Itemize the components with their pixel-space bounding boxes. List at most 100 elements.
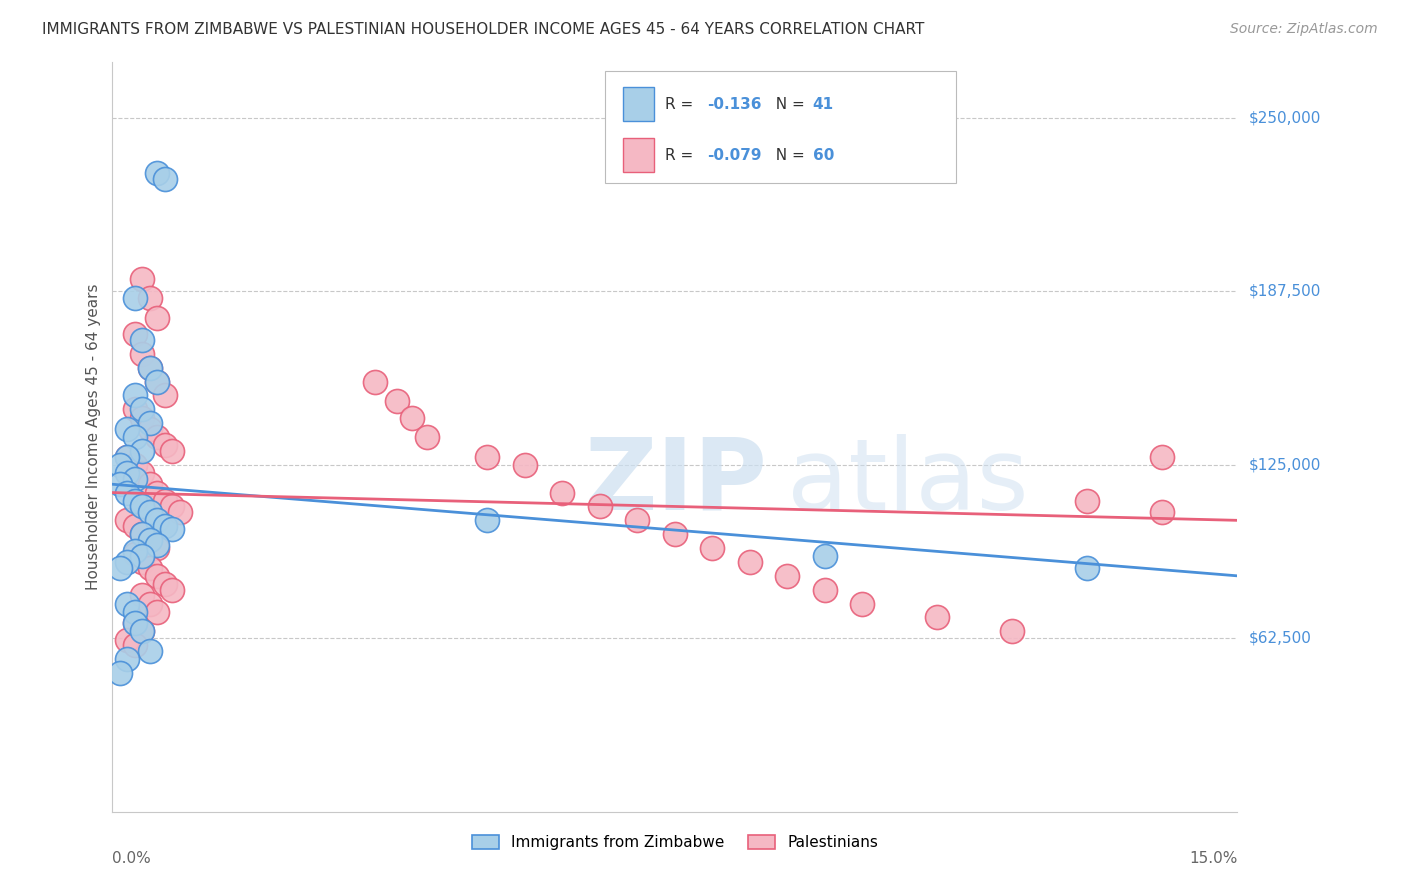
Point <box>146 375 169 389</box>
Text: -0.079: -0.079 <box>707 148 762 163</box>
Point <box>738 555 761 569</box>
Point <box>117 652 139 666</box>
Text: $62,500: $62,500 <box>1249 631 1312 646</box>
Point <box>139 416 162 430</box>
Point <box>131 410 153 425</box>
Point <box>124 605 146 619</box>
Point <box>1152 450 1174 464</box>
Point <box>131 527 153 541</box>
Point <box>162 522 184 536</box>
Point <box>851 597 873 611</box>
Point <box>626 513 648 527</box>
Point <box>117 450 139 464</box>
Point <box>117 632 139 647</box>
Point <box>131 333 153 347</box>
Point <box>108 665 131 680</box>
Point <box>416 430 439 444</box>
Point <box>131 402 153 417</box>
Text: 15.0%: 15.0% <box>1189 851 1237 865</box>
Point <box>814 582 837 597</box>
Point <box>589 500 612 514</box>
Point <box>124 494 146 508</box>
Point <box>776 569 799 583</box>
Point <box>131 500 153 514</box>
Point <box>153 494 176 508</box>
Text: $125,000: $125,000 <box>1249 458 1320 473</box>
Point <box>131 444 153 458</box>
Text: Source: ZipAtlas.com: Source: ZipAtlas.com <box>1230 22 1378 37</box>
Point <box>364 375 387 389</box>
Point <box>146 513 169 527</box>
Point <box>124 327 146 342</box>
Point <box>927 610 949 624</box>
Text: R =: R = <box>665 97 699 112</box>
Point <box>124 472 146 486</box>
Point <box>124 547 146 561</box>
Point <box>131 549 153 564</box>
Point <box>153 438 176 452</box>
Point <box>146 430 169 444</box>
Text: $250,000: $250,000 <box>1249 111 1320 126</box>
Point <box>117 422 139 436</box>
Point <box>513 458 536 472</box>
Text: N =: N = <box>766 97 810 112</box>
Point <box>124 291 146 305</box>
Text: 41: 41 <box>813 97 834 112</box>
Point <box>146 375 169 389</box>
Point <box>169 505 191 519</box>
Text: R =: R = <box>665 148 699 163</box>
Point <box>139 597 162 611</box>
Point <box>153 577 176 591</box>
Point <box>117 466 139 480</box>
Text: N =: N = <box>766 148 810 163</box>
Point <box>162 500 184 514</box>
Point <box>124 388 146 402</box>
Text: IMMIGRANTS FROM ZIMBABWE VS PALESTINIAN HOUSEHOLDER INCOME AGES 45 - 64 YEARS CO: IMMIGRANTS FROM ZIMBABWE VS PALESTINIAN … <box>42 22 925 37</box>
Point <box>146 541 169 555</box>
Point <box>139 644 162 658</box>
Text: $187,500: $187,500 <box>1249 284 1320 299</box>
Point <box>387 394 409 409</box>
Point <box>131 347 153 361</box>
Point <box>1152 505 1174 519</box>
Point <box>139 533 162 547</box>
Text: 60: 60 <box>813 148 834 163</box>
Point <box>551 485 574 500</box>
Point <box>814 549 837 564</box>
Point <box>124 458 146 472</box>
Point <box>139 560 162 574</box>
Text: ZIP: ZIP <box>585 434 768 531</box>
Point <box>1076 494 1098 508</box>
Point <box>117 597 139 611</box>
Point <box>139 360 162 375</box>
Point <box>131 527 153 541</box>
Point <box>108 477 131 491</box>
Point <box>131 466 153 480</box>
Text: 0.0%: 0.0% <box>112 851 152 865</box>
Text: -0.136: -0.136 <box>707 97 762 112</box>
Point <box>117 555 139 569</box>
Point <box>146 605 169 619</box>
Point <box>477 513 499 527</box>
Point <box>124 615 146 630</box>
Legend: Immigrants from Zimbabwe, Palestinians: Immigrants from Zimbabwe, Palestinians <box>465 830 884 856</box>
Point <box>146 310 169 325</box>
Point <box>139 477 162 491</box>
Point <box>146 485 169 500</box>
Point <box>124 638 146 652</box>
Point <box>124 544 146 558</box>
Point <box>124 430 146 444</box>
Point <box>146 538 169 552</box>
Point <box>131 624 153 639</box>
Point <box>153 172 176 186</box>
Point <box>139 360 162 375</box>
Point <box>124 615 146 630</box>
Point <box>146 569 169 583</box>
Point <box>664 527 686 541</box>
Point <box>153 519 176 533</box>
Point <box>1001 624 1024 639</box>
Point <box>1076 560 1098 574</box>
Text: atlas: atlas <box>787 434 1029 531</box>
Point <box>131 624 153 639</box>
Point <box>131 588 153 602</box>
